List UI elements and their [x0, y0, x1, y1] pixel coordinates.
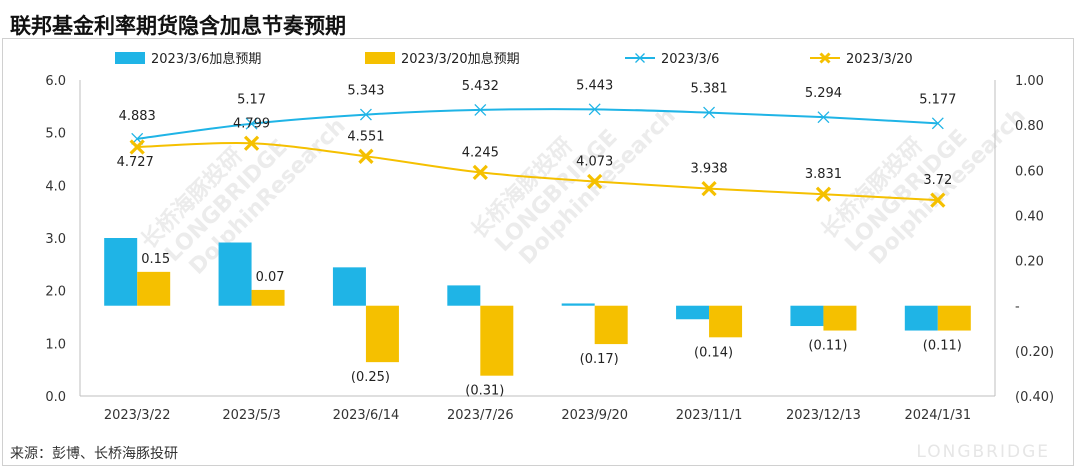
right-tick-label: 0.20 [1015, 255, 1044, 270]
bar-yellow [823, 305, 857, 331]
line-yellow-label: 4.245 [462, 145, 499, 160]
line-blue-label: 5.343 [347, 84, 384, 99]
legend-marker [819, 52, 831, 64]
line-yellow-label: 3.938 [690, 162, 727, 177]
x-tick-label: 2023/6/14 [333, 408, 400, 423]
bar-yellow-label: (0.17) [580, 352, 619, 367]
legend-swatch [115, 52, 145, 64]
marker-yellow [701, 180, 717, 197]
bar-yellow [137, 271, 171, 306]
line-yellow-label: 4.727 [117, 155, 154, 170]
bar-yellow [594, 305, 628, 345]
line-blue-label: 5.17 [237, 93, 266, 108]
bar-blue [104, 238, 138, 306]
right-tick-label: (0.40) [1015, 390, 1054, 405]
marker-yellow [358, 148, 374, 164]
x-tick-label: 2023/11/1 [676, 408, 743, 423]
line-blue-label: 5.432 [462, 79, 499, 94]
line-series-2023-3-6 [137, 108, 938, 140]
source-note: 来源：彭博、长桥海豚投研 [10, 446, 178, 462]
bar-blue [676, 305, 710, 320]
bar-yellow-label: (0.31) [465, 384, 504, 399]
bar-blue [904, 305, 938, 331]
right-tick-label: - [1015, 300, 1020, 315]
legend-label: 2023/3/6 [661, 52, 719, 67]
bar-yellow [937, 305, 971, 331]
x-tick-label: 2023/3/22 [104, 408, 171, 423]
chart-frame [2, 38, 1074, 466]
legend-label: 2023/3/20加息预期 [401, 51, 520, 67]
legend-label: 2023/3/6加息预期 [151, 51, 261, 67]
x-tick-label: 2023/7/26 [447, 408, 514, 423]
left-tick-label: 2.0 [45, 285, 66, 300]
chart-title: 联邦基金利率期货隐含加息节奏预期 [10, 14, 346, 38]
marker-yellow [930, 192, 946, 208]
right-tick-label: 0.40 [1015, 209, 1044, 224]
line-yellow-label: 3.72 [923, 173, 952, 188]
marker-yellow [815, 186, 832, 202]
bar-blue [790, 305, 824, 327]
bar-yellow [365, 305, 399, 363]
x-tick-label: 2023/12/13 [786, 408, 861, 423]
left-tick-label: 5.0 [45, 127, 66, 142]
right-tick-label: 0.80 [1015, 119, 1044, 134]
left-tick-label: 6.0 [45, 74, 66, 89]
left-tick-label: 3.0 [45, 232, 66, 247]
line-yellow-label: 4.073 [576, 154, 613, 169]
bar-blue [218, 242, 252, 306]
bar-yellow [480, 305, 514, 376]
line-blue-label: 5.177 [919, 92, 956, 107]
marker-blue [931, 117, 944, 130]
bar-yellow-label: (0.11) [923, 339, 962, 354]
marker-yellow [243, 135, 260, 151]
x-tick-label: 2024/1/31 [904, 408, 971, 423]
marker-yellow [472, 164, 488, 181]
line-blue-label: 5.294 [805, 86, 842, 101]
line-blue-label: 5.381 [690, 82, 727, 97]
bar-yellow [709, 305, 743, 338]
line-series-2023-3-20 [137, 141, 938, 202]
bar-blue [561, 303, 595, 306]
line-blue-label: 5.443 [576, 78, 613, 93]
marker-blue [474, 103, 487, 116]
x-tick-label: 2023/9/20 [561, 408, 628, 423]
brand-watermark: LONGBRIDGE [916, 442, 1050, 462]
line-blue-label: 4.883 [119, 109, 156, 124]
line-yellow-label: 3.831 [805, 167, 842, 182]
bar-yellow-label: 0.15 [141, 252, 170, 267]
marker-blue [588, 103, 601, 116]
marker-blue [817, 111, 830, 124]
right-tick-label: 0.60 [1015, 164, 1044, 179]
left-tick-label: 0.0 [45, 390, 66, 405]
x-tick-label: 2023/5/3 [222, 408, 280, 423]
legend-label: 2023/3/20 [846, 52, 913, 67]
bar-blue [447, 285, 481, 306]
bar-yellow-label: (0.14) [694, 345, 733, 360]
marker-blue [359, 108, 372, 121]
marker-yellow [587, 173, 603, 190]
legend-marker [635, 53, 645, 63]
right-tick-label: (0.20) [1015, 345, 1054, 360]
bar-yellow [251, 289, 285, 306]
marker-blue [245, 117, 258, 130]
legend-swatch [365, 52, 395, 64]
line-yellow-label: 4.551 [347, 129, 384, 144]
left-tick-label: 4.0 [45, 179, 66, 194]
left-tick-label: 1.0 [45, 337, 66, 352]
marker-yellow [129, 139, 145, 155]
bar-yellow-label: 0.07 [256, 270, 285, 285]
bar-blue [332, 267, 366, 306]
bar-yellow-label: (0.25) [351, 370, 390, 385]
marker-blue [703, 106, 716, 119]
bar-yellow-label: (0.11) [808, 339, 847, 354]
right-tick-label: 1.00 [1015, 74, 1044, 89]
line-yellow-label: 4.799 [233, 116, 270, 131]
